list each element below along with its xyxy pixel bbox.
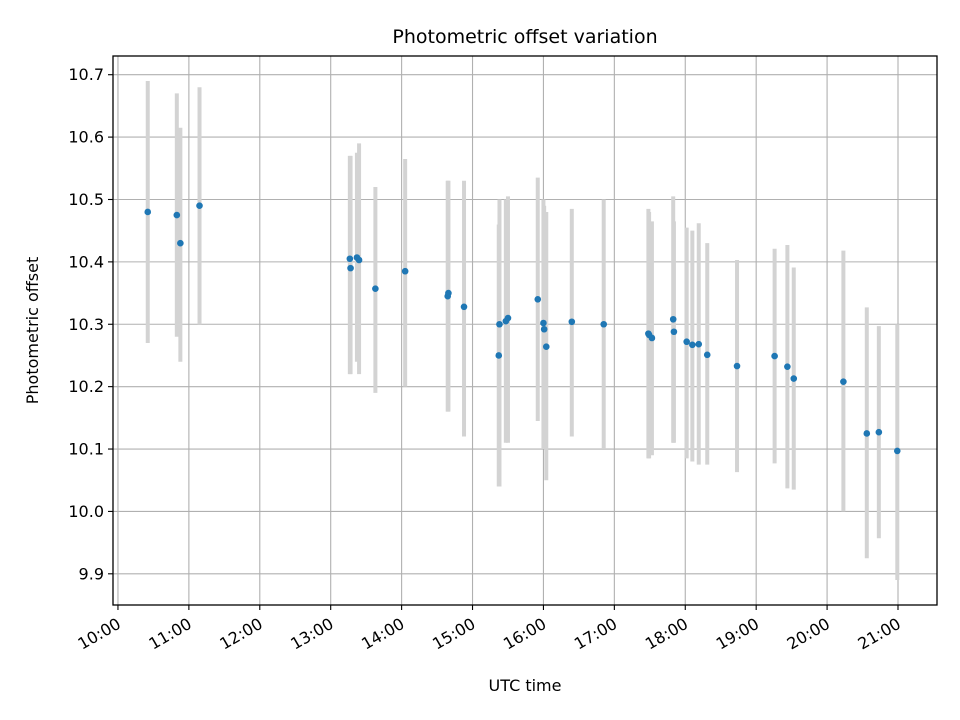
data-point (670, 328, 678, 336)
x-axis-title: UTC time (489, 676, 562, 695)
data-point (568, 318, 576, 326)
y-tick-label: 10.3 (68, 315, 104, 334)
y-tick-label: 10.1 (68, 440, 104, 459)
x-tick-label: 15:00 (429, 614, 478, 654)
data-point (144, 208, 152, 216)
data-point (695, 340, 703, 348)
data-point (347, 264, 354, 272)
x-tick-label: 16:00 (500, 614, 549, 654)
data-point (401, 267, 409, 275)
data-point (790, 375, 798, 382)
data-point (840, 378, 847, 385)
x-tick-label: 21:00 (855, 614, 904, 654)
data-point (733, 362, 741, 370)
data-point (540, 325, 548, 333)
data-point (534, 296, 542, 303)
y-tick-label: 10.2 (68, 377, 104, 396)
data-point (460, 303, 468, 311)
data-point (600, 320, 608, 328)
data-point (355, 256, 363, 264)
axis-ticks: 10:00 11:00 12:00 13:00 14:00 15:00 16:00 17:00… (68, 65, 904, 653)
data-point (542, 343, 550, 351)
grid-lines (113, 56, 937, 605)
y-tick-label: 10.6 (68, 128, 104, 147)
y-tick-label: 10.5 (68, 190, 104, 209)
y-tick-label: 10.4 (68, 252, 104, 271)
y-axis-title: Photometric offset (23, 257, 42, 405)
data-point (445, 289, 452, 297)
data-point (689, 341, 696, 349)
data-point (346, 255, 354, 263)
data-point (504, 314, 512, 322)
chart-title: Photometric offset variation (392, 26, 657, 48)
data-point (372, 285, 379, 293)
data-point (173, 211, 181, 219)
data-point (863, 430, 871, 437)
data-point (893, 447, 901, 455)
x-tick-label: 20:00 (784, 614, 833, 654)
data-points (144, 202, 901, 455)
x-tick-label: 12:00 (216, 614, 265, 654)
data-point (177, 239, 184, 247)
plot-frame (112, 55, 938, 606)
data-point (683, 338, 690, 346)
data-point (771, 352, 778, 360)
x-tick-label: 13:00 (287, 614, 336, 654)
data-point (784, 363, 791, 370)
x-tick-label: 18:00 (642, 614, 691, 654)
data-point (669, 315, 677, 323)
data-point (540, 319, 547, 327)
data-point (196, 202, 203, 210)
data-point (495, 352, 503, 359)
x-tick-label: 11:00 (145, 614, 194, 654)
data-point (648, 334, 656, 342)
y-tick-label: 10.7 (68, 65, 104, 84)
y-tick-label: 9.9 (79, 564, 104, 583)
x-tick-label: 10:00 (75, 614, 124, 654)
x-tick-label: 19:00 (713, 614, 762, 654)
data-point (496, 320, 503, 328)
data-point (703, 351, 711, 359)
y-tick-label: 10.0 (68, 502, 104, 521)
data-point (875, 428, 883, 436)
x-tick-label: 17:00 (571, 614, 620, 654)
x-tick-label: 14:00 (358, 614, 407, 654)
